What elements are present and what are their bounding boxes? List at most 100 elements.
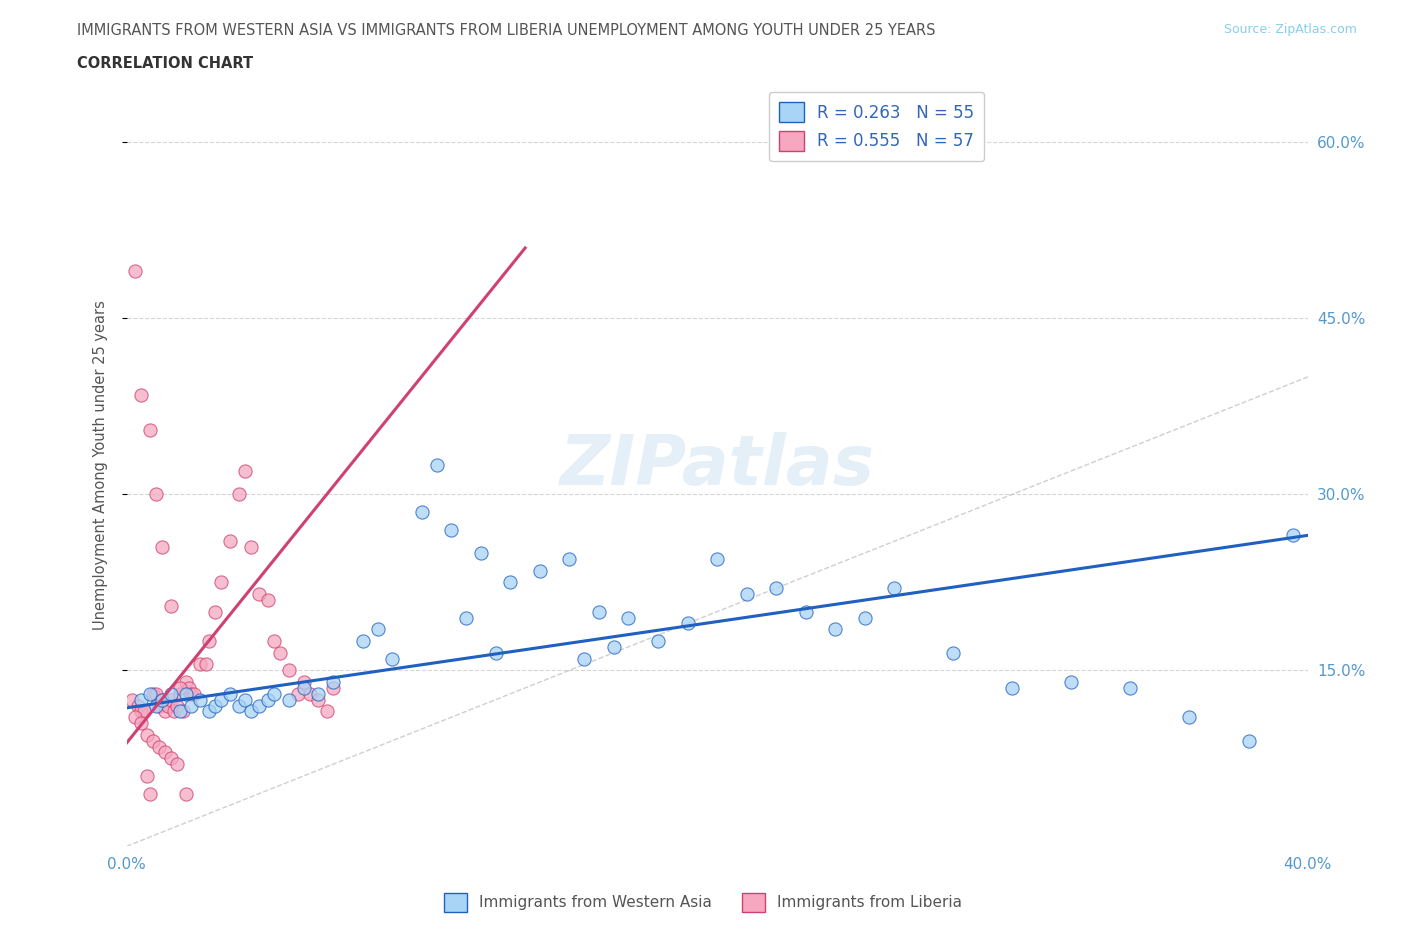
Point	[529, 564, 551, 578]
Point	[183, 686, 205, 701]
Point	[352, 633, 374, 648]
Point	[1060, 674, 1083, 689]
Point	[219, 534, 242, 549]
Point	[136, 768, 159, 783]
Point	[174, 686, 197, 701]
Point	[287, 686, 309, 701]
Point	[121, 692, 143, 707]
Point	[735, 587, 758, 602]
Y-axis label: Unemployment Among Youth under 25 years: Unemployment Among Youth under 25 years	[93, 300, 108, 630]
Point	[1001, 681, 1024, 696]
Point	[145, 487, 167, 502]
Point	[942, 645, 965, 660]
Point	[124, 710, 146, 724]
Point	[853, 610, 876, 625]
Point	[676, 616, 699, 631]
Point	[209, 692, 232, 707]
Point	[204, 604, 226, 619]
Point	[558, 551, 581, 566]
Point	[292, 674, 315, 689]
Point	[257, 592, 280, 607]
Point	[292, 681, 315, 696]
Point	[278, 663, 301, 678]
Point	[129, 692, 153, 707]
Point	[470, 546, 492, 561]
Point	[209, 575, 232, 590]
Point	[136, 727, 159, 742]
Point	[794, 604, 817, 619]
Point	[425, 458, 447, 472]
Point	[1119, 681, 1142, 696]
Point	[617, 610, 640, 625]
Point	[322, 674, 344, 689]
Point	[180, 698, 202, 713]
Point	[150, 692, 173, 707]
Point	[172, 704, 194, 719]
Point	[163, 704, 186, 719]
Point	[454, 610, 477, 625]
Point	[169, 704, 191, 719]
Point	[159, 598, 183, 613]
Text: IMMIGRANTS FROM WESTERN ASIA VS IMMIGRANTS FROM LIBERIA UNEMPLOYMENT AMONG YOUTH: IMMIGRANTS FROM WESTERN ASIA VS IMMIGRAN…	[77, 23, 936, 38]
Point	[169, 686, 191, 701]
Point	[647, 633, 669, 648]
Point	[278, 692, 301, 707]
Point	[307, 692, 329, 707]
Point	[603, 640, 626, 655]
Point	[150, 539, 173, 554]
Point	[484, 645, 508, 660]
Point	[198, 704, 221, 719]
Point	[263, 633, 285, 648]
Point	[139, 786, 162, 801]
Point	[588, 604, 610, 619]
Legend: R = 0.263   N = 55, R = 0.555   N = 57: R = 0.263 N = 55, R = 0.555 N = 57	[769, 92, 984, 161]
Point	[366, 622, 388, 637]
Point	[411, 504, 433, 519]
Point	[499, 575, 522, 590]
Point	[574, 651, 596, 666]
Point	[381, 651, 404, 666]
Point	[269, 645, 291, 660]
Point	[257, 692, 280, 707]
Point	[322, 681, 344, 696]
Point	[188, 692, 211, 707]
Point	[139, 422, 162, 437]
Point	[1282, 528, 1305, 543]
Point	[219, 686, 242, 701]
Point	[129, 704, 153, 719]
Point	[188, 657, 211, 671]
Point	[177, 681, 200, 696]
Point	[153, 704, 176, 719]
Point	[166, 698, 188, 713]
Point	[239, 704, 262, 719]
Text: ZIPatlas: ZIPatlas	[560, 432, 875, 498]
Point	[233, 463, 256, 478]
Point	[142, 733, 165, 748]
Point	[195, 657, 218, 671]
Point	[174, 786, 197, 801]
Point	[247, 587, 270, 602]
Point	[307, 686, 329, 701]
Point	[1178, 710, 1201, 724]
Legend: Immigrants from Western Asia, Immigrants from Liberia: Immigrants from Western Asia, Immigrants…	[437, 887, 969, 918]
Text: Source: ZipAtlas.com: Source: ZipAtlas.com	[1223, 23, 1357, 36]
Point	[156, 698, 179, 713]
Point	[198, 633, 221, 648]
Point	[169, 681, 191, 696]
Point	[824, 622, 846, 637]
Point	[134, 704, 156, 719]
Point	[204, 698, 226, 713]
Point	[129, 387, 153, 402]
Point	[263, 686, 285, 701]
Point	[1237, 733, 1260, 748]
Point	[142, 686, 165, 701]
Point	[148, 698, 170, 713]
Text: CORRELATION CHART: CORRELATION CHART	[77, 56, 253, 71]
Point	[159, 751, 183, 765]
Point	[228, 487, 250, 502]
Point	[247, 698, 270, 713]
Point	[298, 686, 321, 701]
Point	[166, 757, 188, 772]
Point	[883, 580, 905, 595]
Point	[159, 692, 183, 707]
